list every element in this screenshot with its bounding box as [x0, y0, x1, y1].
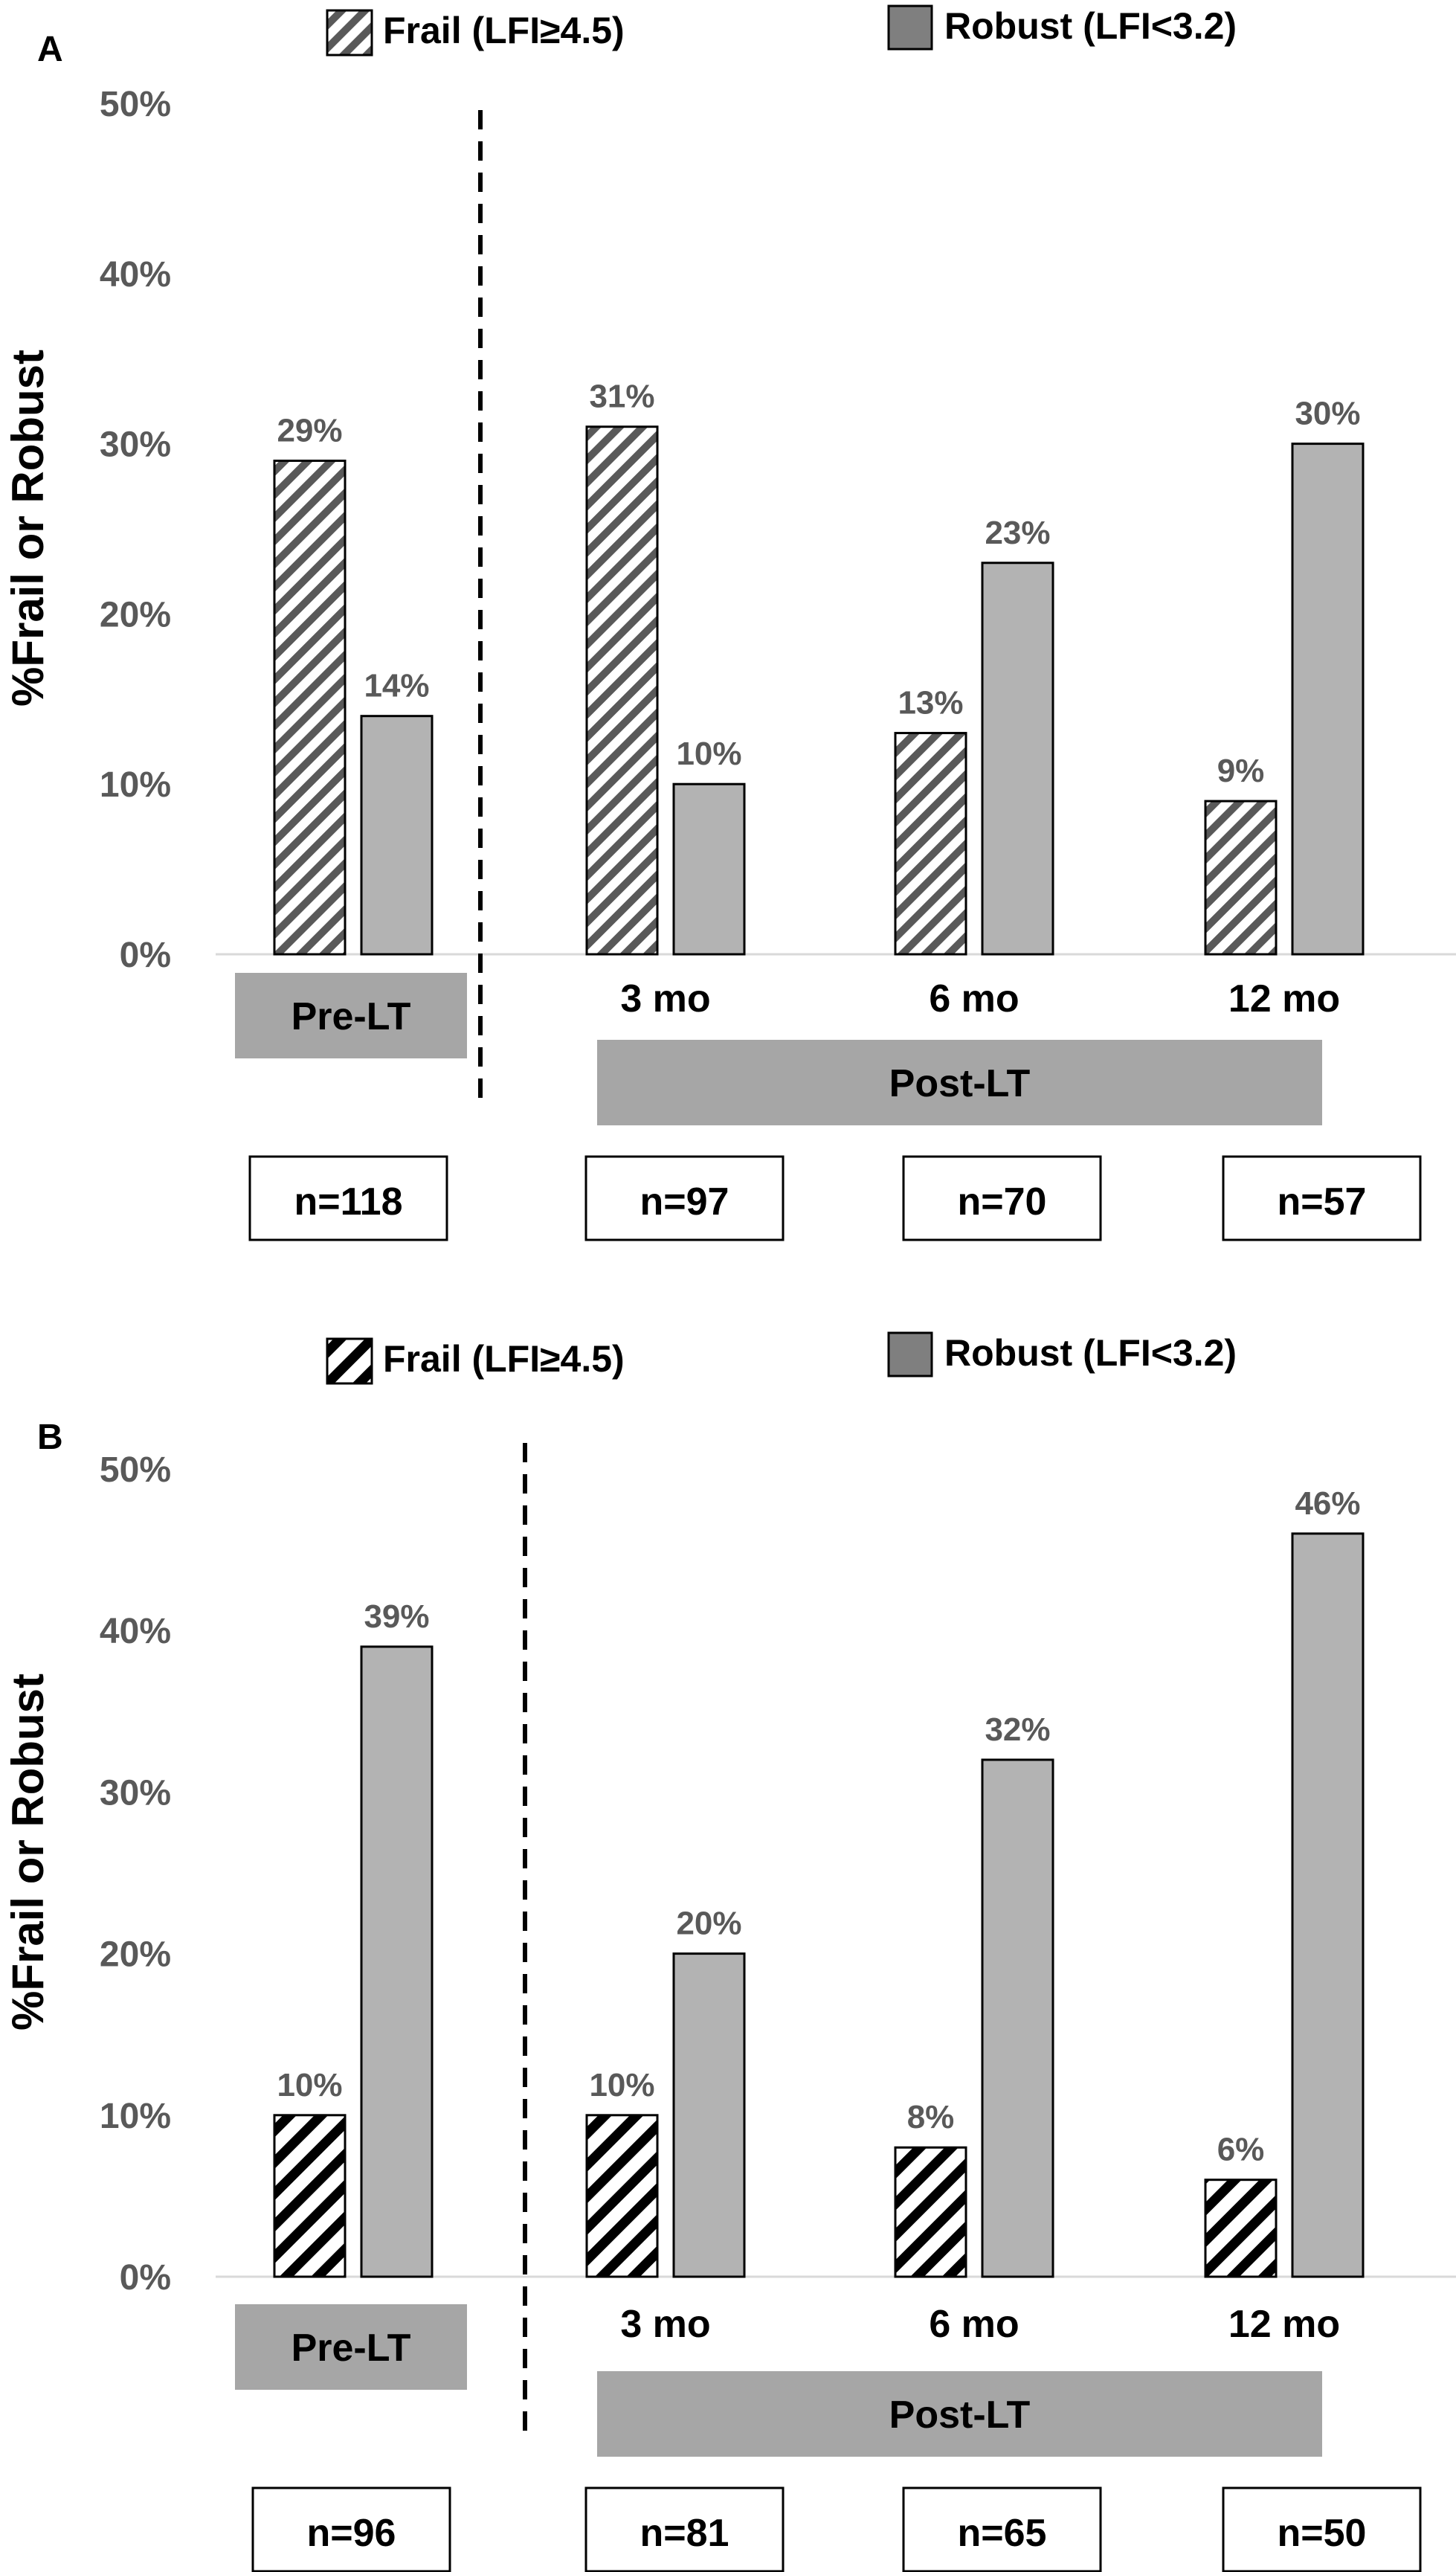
post-lt-label: Post-LT	[889, 1062, 1031, 1105]
bar-robust	[1291, 443, 1365, 956]
legend-swatch-robust	[887, 4, 933, 51]
y-tick-label: 40%	[100, 255, 171, 295]
legend-label-frail: Frail (LFI≥4.5)	[383, 10, 625, 51]
panel-a: A Frail (LFI≥4.5) Robust (LFI<3.2) %Frail o…	[3, 4, 1456, 1241]
data-label-robust: 39%	[364, 1598, 429, 1635]
pre-lt-box	[235, 973, 467, 1058]
category-label: 6 mo	[929, 2303, 1019, 2346]
y-tick-label: 30%	[100, 425, 171, 465]
category-label: 12 mo	[1228, 2303, 1340, 2346]
sample-size-label: n=65	[958, 2512, 1047, 2555]
legend-label-frail: Frail (LFI≥4.5)	[383, 1338, 625, 1380]
bar-robust	[360, 715, 434, 956]
bar-frail	[585, 425, 659, 956]
sample-size-label: n=57	[1278, 1180, 1367, 1224]
post-lt-box	[597, 1040, 1322, 1125]
sample-size-box	[251, 2486, 451, 2572]
y-tick-label: 40%	[100, 1612, 171, 1651]
category-label: 3 mo	[620, 2303, 710, 2346]
bar-robust	[981, 1758, 1054, 2278]
sample-size-box	[902, 2486, 1102, 2572]
y-tick-label: 10%	[100, 2097, 171, 2136]
panel-letter: A	[37, 30, 63, 69]
data-label-frail: 31%	[589, 379, 654, 415]
y-tick-label: 0%	[120, 936, 171, 975]
sample-size-label: n=96	[307, 2512, 396, 2555]
panel-letter: B	[37, 1418, 63, 1457]
data-label-robust: 23%	[985, 515, 1050, 551]
y-tick-label: 20%	[100, 595, 171, 634]
data-label-frail: 10%	[589, 2067, 654, 2103]
sample-size-box	[1222, 1155, 1422, 1241]
legend-swatch-frail	[326, 9, 373, 57]
data-label-robust: 32%	[985, 1711, 1050, 1748]
y-axis-label: %Frail or Robust	[3, 350, 53, 707]
bar-robust	[672, 1952, 746, 2278]
y-tick-label: 50%	[100, 1450, 171, 1490]
sample-size-label: n=97	[640, 1180, 729, 1224]
bar-frail	[1204, 800, 1278, 956]
bar-frail	[273, 459, 347, 956]
bar-robust	[981, 562, 1054, 956]
category-label: Pre-LT	[291, 995, 411, 1038]
panel-b: B Frail (LFI≥4.5) Robust (LFI<3.2) %Frail o…	[3, 1331, 1456, 2572]
legend-swatch-robust	[887, 1331, 933, 1377]
bar-frail	[894, 732, 967, 956]
sample-size-box	[902, 1155, 1102, 1241]
bar-robust	[672, 782, 746, 956]
sample-size-box	[584, 1155, 785, 1241]
y-tick-label: 20%	[100, 1935, 171, 1975]
sample-size-label: n=81	[640, 2512, 729, 2555]
category-label: 3 mo	[620, 977, 710, 1020]
data-label-frail: 13%	[898, 685, 963, 721]
post-lt-box	[597, 2371, 1322, 2457]
y-tick-label: 30%	[100, 1773, 171, 1813]
data-label-frail: 6%	[1217, 2132, 1265, 2168]
post-lt-label: Post-LT	[889, 2393, 1031, 2437]
bar-frail	[585, 2114, 659, 2278]
data-label-robust: 30%	[1295, 396, 1360, 432]
legend-swatch-frail	[326, 1337, 373, 1385]
y-axis-label: %Frail or Robust	[3, 1674, 53, 2031]
data-label-frail: 9%	[1217, 753, 1265, 789]
bar-frail	[894, 2146, 967, 2278]
data-label-robust: 46%	[1295, 1485, 1360, 1522]
legend-label-robust: Robust (LFI<3.2)	[944, 1332, 1237, 1374]
data-label-robust: 14%	[364, 668, 429, 704]
bar-frail	[1204, 2179, 1278, 2278]
bar-robust	[360, 1645, 434, 2278]
data-label-frail: 10%	[277, 2067, 342, 2103]
category-label: 6 mo	[929, 977, 1019, 1020]
data-label-frail: 29%	[277, 412, 342, 449]
data-label-robust: 20%	[676, 1906, 741, 1942]
data-label-robust: 10%	[676, 736, 741, 772]
y-tick-label: 10%	[100, 765, 171, 805]
y-tick-label: 50%	[100, 85, 171, 124]
sample-size-box	[1222, 2486, 1422, 2572]
sample-size-box	[584, 2486, 785, 2572]
data-label-frail: 8%	[907, 2099, 955, 2135]
y-tick-label: 0%	[120, 2258, 171, 2298]
category-label: 12 mo	[1228, 977, 1340, 1020]
sample-size-label: n=118	[294, 1180, 402, 1224]
bar-robust	[1291, 1532, 1365, 2278]
category-label: Pre-LT	[291, 2327, 411, 2370]
sample-size-label: n=50	[1278, 2512, 1367, 2555]
sample-size-box	[248, 1155, 448, 1241]
legend-label-robust: Robust (LFI<3.2)	[944, 5, 1237, 47]
bar-frail	[273, 2114, 347, 2278]
sample-size-label: n=70	[958, 1180, 1047, 1224]
pre-lt-box	[235, 2304, 467, 2390]
